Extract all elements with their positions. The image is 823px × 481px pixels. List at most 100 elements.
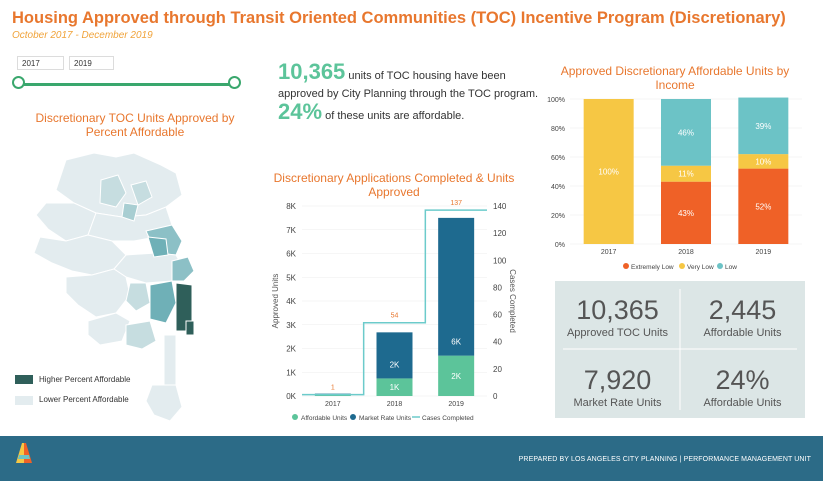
income-chart-title: Approved Discretionary Affordable Units … — [560, 64, 790, 92]
cases-label-2017: 1 — [331, 385, 335, 392]
map-region-westchester[interactable] — [87, 312, 131, 346]
summary-text-b: of these units are affordable. — [322, 110, 465, 122]
y-tick-label: 3K — [286, 321, 296, 330]
y-tick-label: 100% — [547, 97, 565, 104]
map-legend-item-lower: Lower Percent Affordable — [15, 395, 130, 405]
x-tick-label: 2017 — [325, 401, 341, 408]
x-tick-label: 2019 — [448, 401, 464, 408]
map-region-studio-city[interactable] — [121, 202, 139, 222]
bar-label-market-rate: 2K — [390, 360, 400, 369]
toc-affordability-map[interactable] — [26, 145, 216, 425]
bar-very-low-2019 — [738, 154, 789, 169]
la-city-planning-logo-icon — [16, 443, 32, 463]
y2-tick-label: 120 — [493, 229, 507, 238]
bar-low-2018 — [661, 99, 711, 166]
x-tick-label: 2017 — [601, 249, 617, 256]
bar-affordable-2017 — [314, 395, 351, 396]
legend-label-extremely-low: Extremely Low — [631, 264, 674, 271]
map-region-watts[interactable] — [185, 320, 195, 336]
map-region-harbor-gateway-north[interactable] — [125, 320, 157, 350]
legend-label: Affordable Units — [301, 415, 348, 422]
y-tick-label: 8K — [286, 202, 296, 211]
map-region-valley-east[interactable] — [130, 180, 153, 206]
bar-label-affordable: 1K — [390, 383, 400, 392]
map-region-san-pedro[interactable] — [145, 384, 183, 422]
map-legend-swatch-lower — [15, 395, 33, 405]
summary-text-a: units of TOC housing have been approved … — [278, 70, 539, 100]
map-region-koreatown[interactable] — [147, 236, 169, 258]
legend-label: Cases Completed — [422, 415, 474, 422]
bar-label-market-rate: 6K — [451, 338, 461, 347]
bar-affordable-2018 — [376, 378, 413, 396]
kpi-value: 7,920 — [583, 365, 652, 395]
summary-total-units: 10,365 — [278, 59, 346, 84]
y-tick-label: 0K — [286, 392, 296, 401]
y-tick-label: 1K — [286, 368, 296, 377]
legend-swatch-low — [717, 263, 723, 269]
y2-tick-label: 80 — [493, 283, 502, 292]
map-legend-swatch-higher — [15, 375, 33, 385]
kpi-label: Affordable Units — [703, 397, 782, 409]
legend-swatch-0 — [292, 414, 298, 420]
y-tick-label: 0% — [555, 242, 565, 249]
kpi-label: Approved TOC Units — [566, 327, 669, 339]
year-slider-end-handle[interactable] — [227, 76, 241, 89]
legend-swatch-very-low — [679, 263, 685, 269]
map-region-downtown[interactable] — [171, 256, 195, 282]
kpi-label: Market Rate Units — [573, 397, 662, 409]
bar-label-affordable: 2K — [451, 372, 461, 381]
map-legend-item-higher: Higher Percent Affordable — [15, 375, 131, 385]
kpi-panel: 10,365 Approved TOC Units 2,445 Affordab… — [555, 281, 805, 418]
map-region-south-la[interactable] — [149, 280, 177, 324]
y2-tick-label: 60 — [493, 311, 502, 320]
kpi-dividers — [563, 289, 797, 410]
bar-label-extremely-low: 52% — [755, 202, 771, 211]
footer-bar — [0, 436, 823, 481]
legend-label: Market Rate Units — [359, 415, 412, 422]
y-tick-label: 60% — [551, 155, 565, 162]
cases-completed-line — [302, 209, 487, 396]
y-tick-label: 20% — [551, 213, 565, 220]
kpi-affordable-percent: 24% Affordable Units — [680, 365, 805, 409]
bar-very-low-2018 — [661, 165, 711, 182]
legend-label-very-low: Very Low — [687, 264, 714, 271]
map-legend-label-higher: Higher Percent Affordable — [39, 375, 131, 384]
map-region-west-adams[interactable] — [65, 268, 131, 318]
kpi-affordable-units: 2,445 Affordable Units — [680, 295, 805, 339]
x-tick-label: 2019 — [756, 249, 772, 256]
bar-extremely-low-2018 — [661, 181, 711, 244]
summary-affordable-pct: 24% — [278, 99, 323, 124]
map-title: Discretionary TOC Units Approved by Perc… — [35, 111, 235, 139]
bar-market-rate-2018 — [376, 332, 413, 379]
legend-swatch-extremely-low — [623, 263, 629, 269]
map-legend-label-lower: Lower Percent Affordable — [39, 395, 129, 405]
bar-extremely-low-2019 — [738, 168, 789, 244]
map-region-baldwin-hills[interactable] — [125, 282, 151, 312]
year-start-box[interactable]: 2017 — [17, 56, 64, 70]
combo-chart-title: Discretionary Applications Completed & U… — [273, 171, 515, 199]
x-tick-label: 2018 — [678, 249, 694, 256]
legend-label-low: Low — [725, 264, 737, 271]
year-slider-start-handle[interactable] — [11, 76, 25, 89]
bar-very-low-2017 — [583, 99, 634, 244]
y2-axis-label: Cases Completed — [508, 269, 517, 333]
bar-label-very-low: 100% — [598, 168, 618, 177]
y2-tick-label: 140 — [493, 202, 507, 211]
cases-label-2018: 54 — [391, 313, 399, 320]
bar-label-extremely-low: 43% — [678, 209, 694, 218]
map-region-valley-center[interactable] — [99, 174, 127, 208]
bar-label-very-low: 10% — [755, 157, 771, 166]
x-tick-label: 2018 — [387, 401, 403, 408]
y-tick-label: 80% — [551, 126, 565, 133]
kpi-value: 10,365 — [576, 295, 659, 325]
y-tick-label: 2K — [286, 345, 296, 354]
y-tick-label: 6K — [286, 250, 296, 259]
y2-tick-label: 0 — [493, 392, 498, 401]
applications-units-chart[interactable]: 0K 1K 2K 3K 4K 5K 6K 7K 8K 0 20 40 60 80 100 120 140 Appr… — [262, 198, 527, 428]
year-range-slider-track[interactable] — [18, 83, 234, 86]
bar-label-low: 39% — [755, 122, 771, 131]
kpi-approved-toc-units: 10,365 Approved TOC Units — [555, 295, 680, 339]
income-stacked-chart[interactable]: 0% 20% 40% 60% 80% 100% 100% 2017 43% 11% 46% 2018 5… — [540, 92, 810, 278]
year-end-box[interactable]: 2019 — [69, 56, 114, 70]
y-tick-label: 4K — [286, 297, 296, 306]
